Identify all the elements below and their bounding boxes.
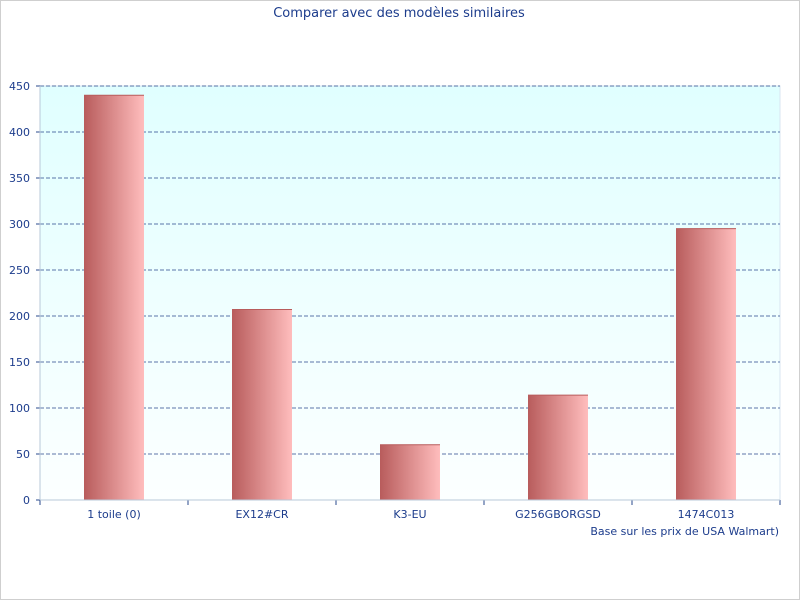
bar xyxy=(676,228,736,500)
gridlines xyxy=(36,85,780,501)
x-tick-label: EX12#CR xyxy=(235,508,288,521)
y-tick-label: 300 xyxy=(9,218,30,231)
y-tick-label: 100 xyxy=(9,402,30,415)
bar xyxy=(528,395,588,500)
bar xyxy=(232,309,292,500)
chart-footnote: Base sur les prix de USA Walmart) xyxy=(590,525,779,538)
y-tick-label: 150 xyxy=(9,356,30,369)
y-tick-label: 450 xyxy=(9,80,30,93)
x-tick-label: 1474C013 xyxy=(678,508,735,521)
chart-title: Comparer avec des modèles similaires xyxy=(273,6,525,21)
y-tick-labels: 0 50 100 150 200 250 300 350 400 450 xyxy=(9,80,30,507)
bar xyxy=(380,444,440,500)
y-tick-label: 350 xyxy=(9,172,30,185)
axes xyxy=(39,86,781,505)
y-tick-label: 200 xyxy=(9,310,30,323)
y-tick-label: 250 xyxy=(9,264,30,277)
x-tick-label: K3-EU xyxy=(393,508,426,521)
bars xyxy=(84,94,736,500)
y-tick-label: 0 xyxy=(23,494,30,507)
y-tick-label: 50 xyxy=(16,448,30,461)
x-tick-labels: 1 toile (0) EX12#CR K3-EU G256GBORGSD 1474C0… xyxy=(87,508,734,521)
x-tick-label: G256GBORGSD xyxy=(515,508,601,521)
plot-area xyxy=(39,85,781,501)
x-tick-label: 1 toile (0) xyxy=(87,508,141,521)
y-tick-label: 400 xyxy=(9,126,30,139)
bar xyxy=(84,95,144,500)
